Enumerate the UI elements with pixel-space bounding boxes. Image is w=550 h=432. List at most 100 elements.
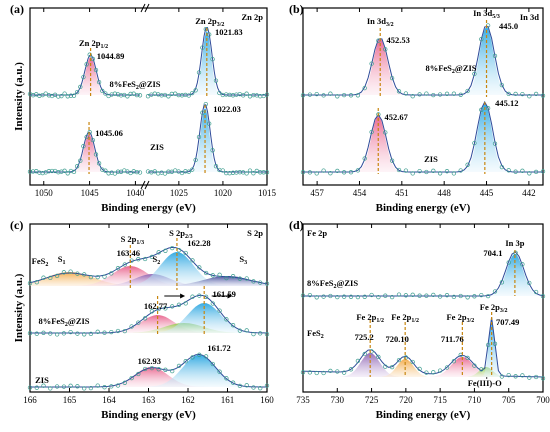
- zis-s-series-point: [217, 369, 222, 374]
- fes2-s-series-point: [82, 272, 87, 277]
- in-series-0-point: [417, 92, 422, 97]
- fes2-s-series-point: [61, 270, 67, 275]
- zis-s-series-point: [122, 380, 127, 385]
- in-series-1-point: [437, 171, 443, 176]
- composite-fe-series-point: [362, 294, 367, 299]
- zis-s-series-point: [264, 383, 270, 388]
- series-label: ZIS: [424, 154, 438, 164]
- x-tick-label: 1025: [170, 188, 189, 198]
- panel-label: (d): [289, 218, 304, 232]
- s3-label: S3: [239, 254, 247, 266]
- fes2-fe-series-point: [396, 357, 402, 363]
- in-series-0-point: [300, 93, 306, 98]
- zn-series-0b-point: [166, 94, 171, 99]
- fes2-s-series-point: [68, 269, 73, 274]
- composite-s-series-point: [142, 316, 148, 321]
- zn-series-0-point: [137, 93, 143, 98]
- zn-series-1-point: [62, 168, 67, 173]
- in-3p-component: [484, 254, 543, 296]
- zn-series-0-point: [103, 91, 108, 96]
- x-tick-label: 166: [23, 395, 37, 405]
- zis-s-series-point: [115, 383, 121, 388]
- zis-s-series-point: [61, 384, 67, 389]
- zn-series-1b-point: [190, 167, 195, 172]
- zn-series-1b-point: [247, 168, 253, 173]
- zis-s-series-point: [109, 384, 114, 389]
- peak-label: Fe(III)-O: [468, 378, 502, 388]
- zn-series-0-point: [93, 67, 99, 73]
- zn-series-1b-point: [220, 168, 225, 173]
- composite-fe-series-point: [389, 294, 395, 300]
- s1-label: S1: [58, 254, 66, 266]
- fes2-s-series-point: [183, 250, 188, 256]
- in-series-0-point: [506, 91, 511, 97]
- fes2-fe-series-point: [485, 342, 491, 348]
- zn-series-0-point: [68, 93, 74, 98]
- composite-s-series-point: [41, 330, 46, 335]
- fes2-fe-series-point: [513, 374, 518, 379]
- panel-label: (a): [10, 2, 24, 16]
- fes2-fe-series-point: [472, 363, 477, 368]
- zn-series-1b-point: [162, 171, 168, 176]
- x-tick-label: 720: [399, 395, 413, 405]
- in-series-0-point: [513, 91, 518, 97]
- zn-series-1-point: [40, 170, 45, 176]
- zn-series-0b-point: [190, 90, 195, 96]
- fes2-fe-series-point: [424, 370, 429, 375]
- series-label: 8%FeS2@ZIS: [307, 278, 358, 290]
- in-series-0-point: [520, 91, 525, 97]
- zn-series-0b-point: [264, 92, 270, 97]
- in-series-1-point: [499, 164, 505, 170]
- zn-series-0-point: [43, 91, 48, 96]
- in-series-0-point: [369, 61, 374, 66]
- zn-series-1b-point: [200, 110, 205, 115]
- fes2-fe-series-point: [307, 370, 313, 375]
- zis-s-series-point: [27, 385, 33, 390]
- zis-s-series-point: [183, 359, 188, 364]
- in-series-0-point: [499, 82, 505, 88]
- peak-label: S 2p1/3: [121, 234, 145, 246]
- fes2-s-series-point: [122, 262, 127, 267]
- zn-series-1b-point: [152, 169, 157, 174]
- zis-s-series-point: [230, 380, 236, 385]
- fes2-s-series-point: [210, 273, 215, 278]
- zis-s-series-point: [102, 385, 107, 390]
- in-series-1-point: [417, 168, 422, 174]
- composite-fe-series-point: [451, 294, 457, 300]
- zis-s-series-point: [34, 385, 39, 390]
- zis-s-series-point: [190, 355, 195, 360]
- x-tick-label: 163: [142, 395, 156, 405]
- in-series-1-point: [513, 169, 518, 174]
- zn-series-0b-point: [200, 45, 205, 50]
- x-tick-label: 457: [310, 188, 324, 198]
- in-series-0-point: [431, 92, 436, 98]
- in-series-0-point: [335, 94, 340, 99]
- composite-fe-series-point: [341, 294, 347, 299]
- in-series-1-point: [533, 169, 539, 175]
- peak-value: 711.76: [441, 334, 464, 344]
- in-series-0-point: [533, 91, 539, 97]
- zis-s-series-point: [68, 383, 73, 388]
- zn-series-1b-point: [176, 169, 181, 174]
- in-series-1-point: [431, 168, 436, 173]
- zis-s-series-point: [136, 371, 141, 377]
- peak-label: Zn 2p3/2: [195, 16, 224, 28]
- series-label: 8%FeS2@ZIS: [38, 316, 89, 328]
- fes2-fe-series-point: [341, 370, 347, 375]
- in-series-1-fit: [303, 100, 543, 173]
- composite-fe-series-point: [300, 293, 306, 298]
- composite-fe-series-fit: [303, 251, 544, 297]
- in-series-1-point: [376, 112, 381, 117]
- fes2-s-series-point: [115, 266, 121, 271]
- fes2-fe-series-point: [348, 367, 354, 372]
- composite-s-series-point: [115, 328, 121, 334]
- composite-fe-series-point: [383, 293, 388, 298]
- in-series-1-point: [458, 168, 463, 173]
- composite-s-series-point: [244, 328, 249, 333]
- x-tick-label: 710: [468, 395, 482, 405]
- composite-s-series-point: [210, 301, 215, 306]
- in-series-1-point: [369, 129, 374, 135]
- zn-series-0-point: [84, 62, 89, 67]
- zis-s-series-point: [170, 368, 175, 374]
- in-series-1-point: [410, 171, 415, 176]
